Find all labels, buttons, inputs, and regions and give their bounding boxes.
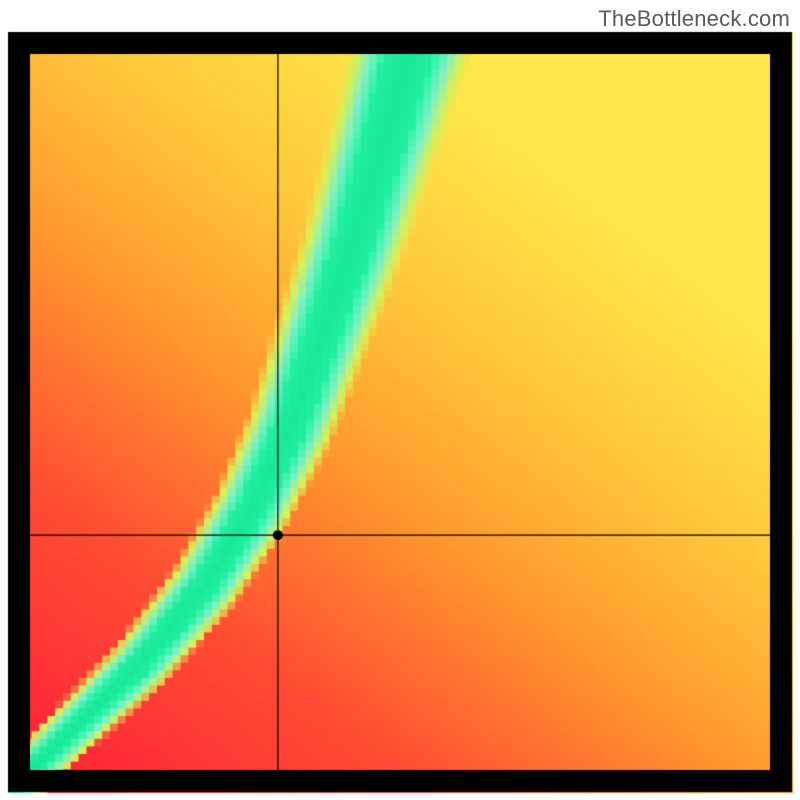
watermark-text: TheBottleneck.com bbox=[598, 6, 790, 32]
bottleneck-chart-container: TheBottleneck.com bbox=[0, 0, 800, 800]
heatmap-canvas bbox=[0, 0, 800, 800]
